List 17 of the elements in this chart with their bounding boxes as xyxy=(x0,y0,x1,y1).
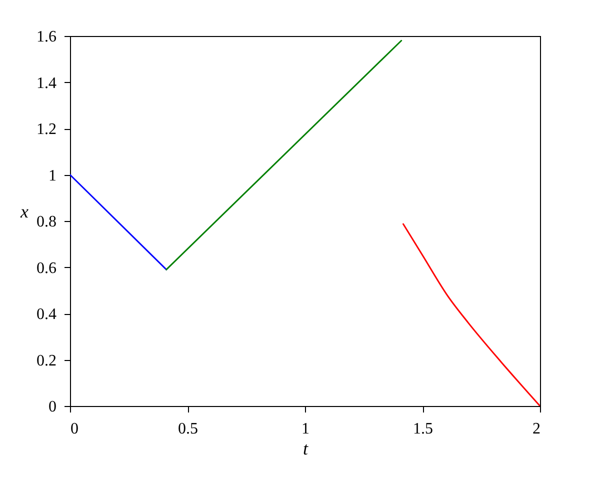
x-axis-title: t xyxy=(302,438,309,458)
y-axis-title: x xyxy=(20,202,28,222)
y-tick-label: 1.2 xyxy=(36,121,56,138)
x-tick-label: 1.5 xyxy=(413,420,433,438)
y-tick-label: 0.2 xyxy=(36,352,56,370)
y-tick-label: 1.4 xyxy=(36,74,56,92)
y-tick-label: 0.4 xyxy=(36,306,56,323)
x-tick-label: 0.5 xyxy=(178,420,198,438)
line-series xyxy=(402,223,540,406)
y-tick-label: 0 xyxy=(48,398,56,416)
x-tick-label: 0 xyxy=(70,420,78,438)
x-tick-label: 2 xyxy=(532,420,540,438)
x-tick-label: 1 xyxy=(302,420,310,438)
y-tick-label: 0.6 xyxy=(36,260,56,277)
y-tick-label: 1 xyxy=(48,167,56,184)
y-tick-label: 0.8 xyxy=(36,214,56,230)
y-tick-label: 1.6 xyxy=(36,28,56,46)
